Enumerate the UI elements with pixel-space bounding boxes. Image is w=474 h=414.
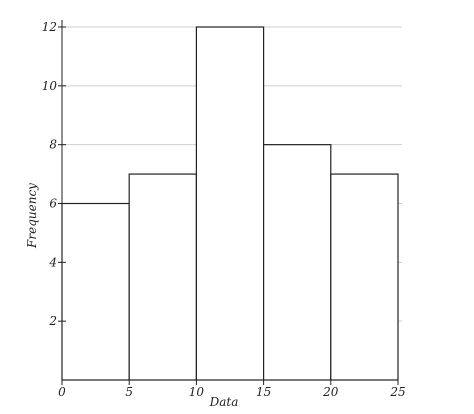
y-tick-label-10: 10 — [42, 79, 58, 93]
x-tick-label-25: 25 — [389, 385, 405, 399]
axes — [61, 20, 398, 381]
y-tick-label-8: 8 — [49, 138, 57, 152]
y-axis-title: Frequency — [25, 183, 39, 249]
x-tick-label-20: 20 — [322, 385, 339, 399]
bar-5-10 — [128, 173, 197, 381]
bar-10-15 — [195, 26, 265, 381]
bar-15-20 — [263, 144, 332, 381]
tick-labels: 2 4 6 8 10 12 0 5 10 15 20 25 — [42, 20, 406, 399]
bar-0-5 — [61, 202, 130, 381]
x-axis-title: Data — [209, 395, 239, 409]
y-tick-label-4: 4 — [48, 255, 57, 269]
x-tick-label-0: 0 — [58, 385, 66, 399]
y-tick-label-12: 12 — [42, 20, 57, 34]
histogram-bars — [61, 26, 399, 381]
tick-marks — [58, 26, 399, 385]
x-tick-label-15: 15 — [256, 385, 271, 399]
y-tick-label-6: 6 — [49, 197, 57, 211]
x-tick-label-5: 5 — [125, 385, 133, 399]
y-tick-label-2: 2 — [48, 314, 57, 328]
bar-20-25 — [330, 173, 399, 381]
x-tick-label-10: 10 — [189, 385, 205, 399]
